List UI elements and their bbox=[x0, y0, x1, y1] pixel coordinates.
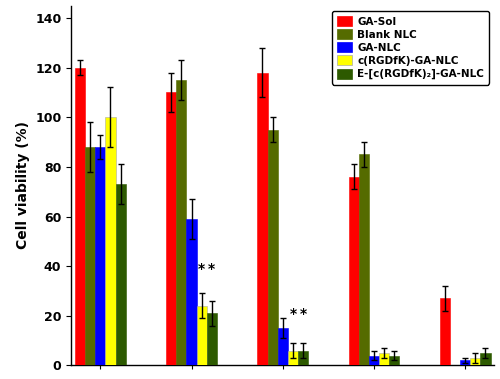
Bar bbox=[440, 298, 450, 365]
Bar bbox=[470, 358, 480, 365]
Bar bbox=[196, 306, 206, 365]
Bar bbox=[96, 147, 106, 365]
Bar bbox=[460, 360, 470, 365]
Text: *: * bbox=[290, 307, 296, 321]
Bar bbox=[186, 219, 196, 365]
Bar bbox=[480, 353, 490, 365]
Bar bbox=[106, 117, 116, 365]
Y-axis label: Cell viability (%): Cell viability (%) bbox=[16, 122, 30, 249]
Bar bbox=[379, 353, 389, 365]
Bar bbox=[268, 130, 278, 365]
Bar bbox=[348, 177, 359, 365]
Text: *: * bbox=[208, 262, 216, 276]
Bar bbox=[369, 356, 379, 365]
Bar bbox=[176, 80, 186, 365]
Bar bbox=[75, 67, 85, 365]
Bar bbox=[288, 351, 298, 365]
Bar bbox=[298, 351, 308, 365]
Bar bbox=[85, 147, 96, 365]
Bar bbox=[166, 92, 176, 365]
Legend: GA-Sol, Blank NLC, GA-NLC, c(RGDfK)-GA-NLC, E-[c(RGDfK)₂]-GA-NLC: GA-Sol, Blank NLC, GA-NLC, c(RGDfK)-GA-N… bbox=[332, 11, 489, 85]
Text: *: * bbox=[300, 307, 306, 321]
Bar bbox=[116, 184, 126, 365]
Bar bbox=[206, 313, 217, 365]
Bar bbox=[389, 356, 400, 365]
Text: *: * bbox=[198, 262, 205, 276]
Bar bbox=[278, 328, 288, 365]
Bar bbox=[258, 72, 268, 365]
Bar bbox=[359, 155, 369, 365]
